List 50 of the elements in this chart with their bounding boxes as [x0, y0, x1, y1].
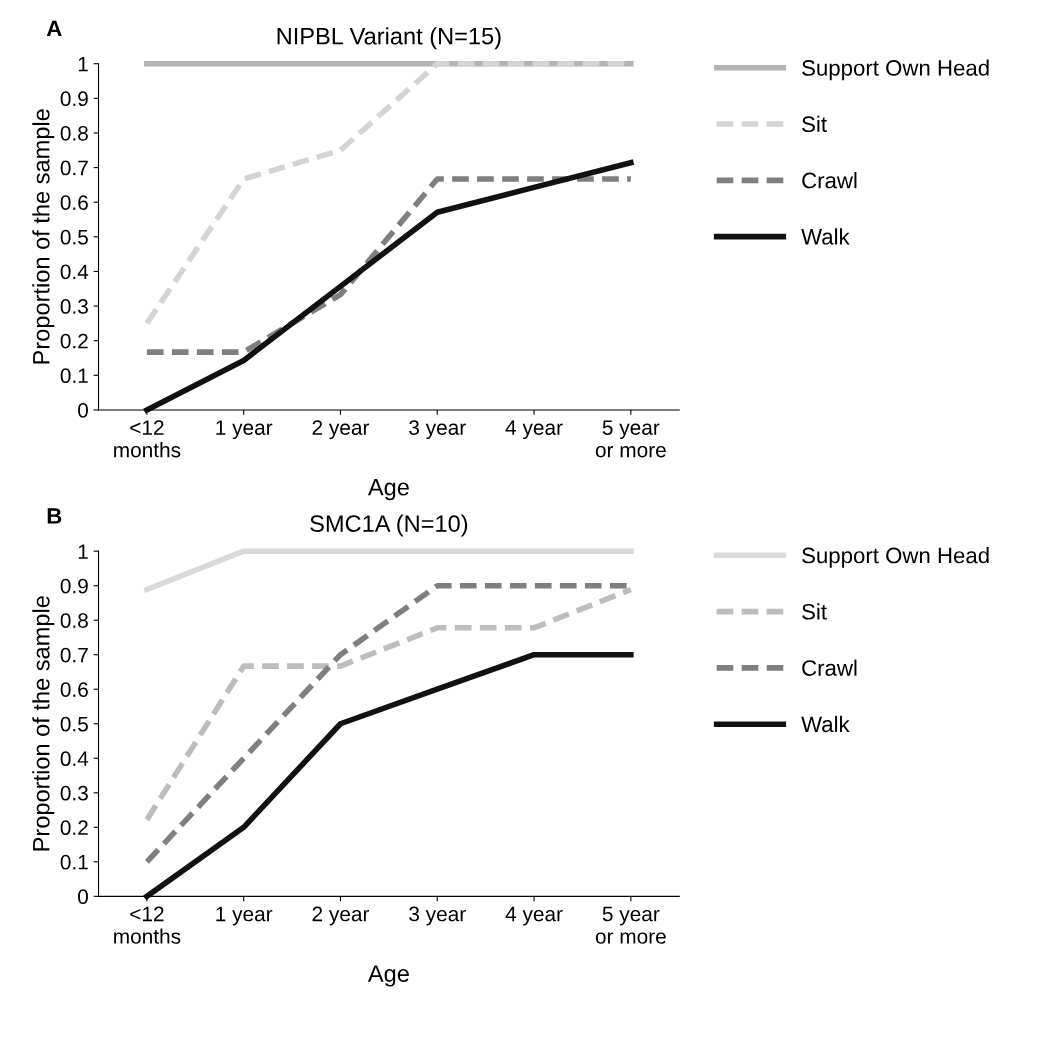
y-tick-label: 0.1	[60, 368, 88, 384]
legend-label: Support Own Head	[802, 547, 989, 568]
x-tick-label: 5 year or more	[595, 420, 666, 458]
y-tick-label: 0.8	[60, 613, 88, 628]
x-tick-label: 3 year	[409, 420, 466, 440]
y-tick-label: 0.9	[60, 91, 88, 107]
y-tick-label: 0.2	[60, 333, 88, 349]
chart-title: SMC1A (N=10)	[310, 514, 468, 537]
x-tick-label: <12 months	[114, 906, 181, 944]
y-tick-label: 1	[78, 56, 88, 72]
legend-label: Sit	[802, 115, 827, 133]
legend-label: Walk	[801, 228, 850, 245]
x-tick-label: 4 year	[505, 906, 563, 926]
text: B	[47, 508, 62, 524]
y-tick-label: 0.7	[60, 160, 88, 176]
x-tick-label: 3 year	[409, 906, 466, 926]
legend-label: Crawl	[802, 172, 857, 189]
y-tick-label: 0.6	[60, 195, 88, 210]
y-tick-label: 0.8	[60, 125, 88, 141]
x-tick-label: 5 year or more	[595, 906, 666, 944]
legend-label: Crawl	[802, 659, 857, 676]
x-tick-label: 2 year	[312, 906, 370, 926]
y-axis-title: Proportion of the sample	[32, 109, 55, 364]
x-tick-label: 4 year	[505, 420, 563, 440]
y-tick-label: 0.2	[60, 820, 88, 836]
y-axis-title: Proportion of the sample	[32, 596, 55, 851]
x-tick-label: <12 months	[114, 420, 181, 458]
x-tick-label: 1 year	[216, 906, 273, 926]
y-tick-label: 0	[78, 889, 88, 905]
chart-title: NIPBL Variant (N=15)	[277, 27, 501, 50]
y-tick-label: 0.4	[60, 264, 89, 280]
y-tick-label: 0	[78, 402, 88, 418]
legend-label: Sit	[802, 603, 827, 620]
y-tick-label: 1	[78, 544, 88, 559]
legend-label: Support Own Head	[802, 59, 989, 81]
text: A	[46, 20, 62, 37]
y-tick-label: 0.3	[60, 785, 88, 801]
y-tick-label: 0.9	[60, 578, 88, 594]
y-tick-label: 0.4	[60, 751, 89, 767]
y-tick-label: 0.1	[60, 854, 88, 870]
y-tick-label: 0.7	[60, 647, 88, 663]
x-tick-label: 1 year	[216, 420, 273, 440]
y-tick-label: 0.6	[60, 682, 88, 697]
legend-label: Walk	[801, 715, 850, 733]
x-tick-label: 2 year	[312, 420, 370, 440]
y-tick-label: 0.5	[60, 716, 88, 732]
x-axis-title: Age	[367, 479, 409, 501]
x-axis-title: Age	[367, 965, 409, 987]
y-tick-label: 0.5	[60, 229, 88, 245]
y-tick-label: 0.3	[60, 299, 88, 314]
